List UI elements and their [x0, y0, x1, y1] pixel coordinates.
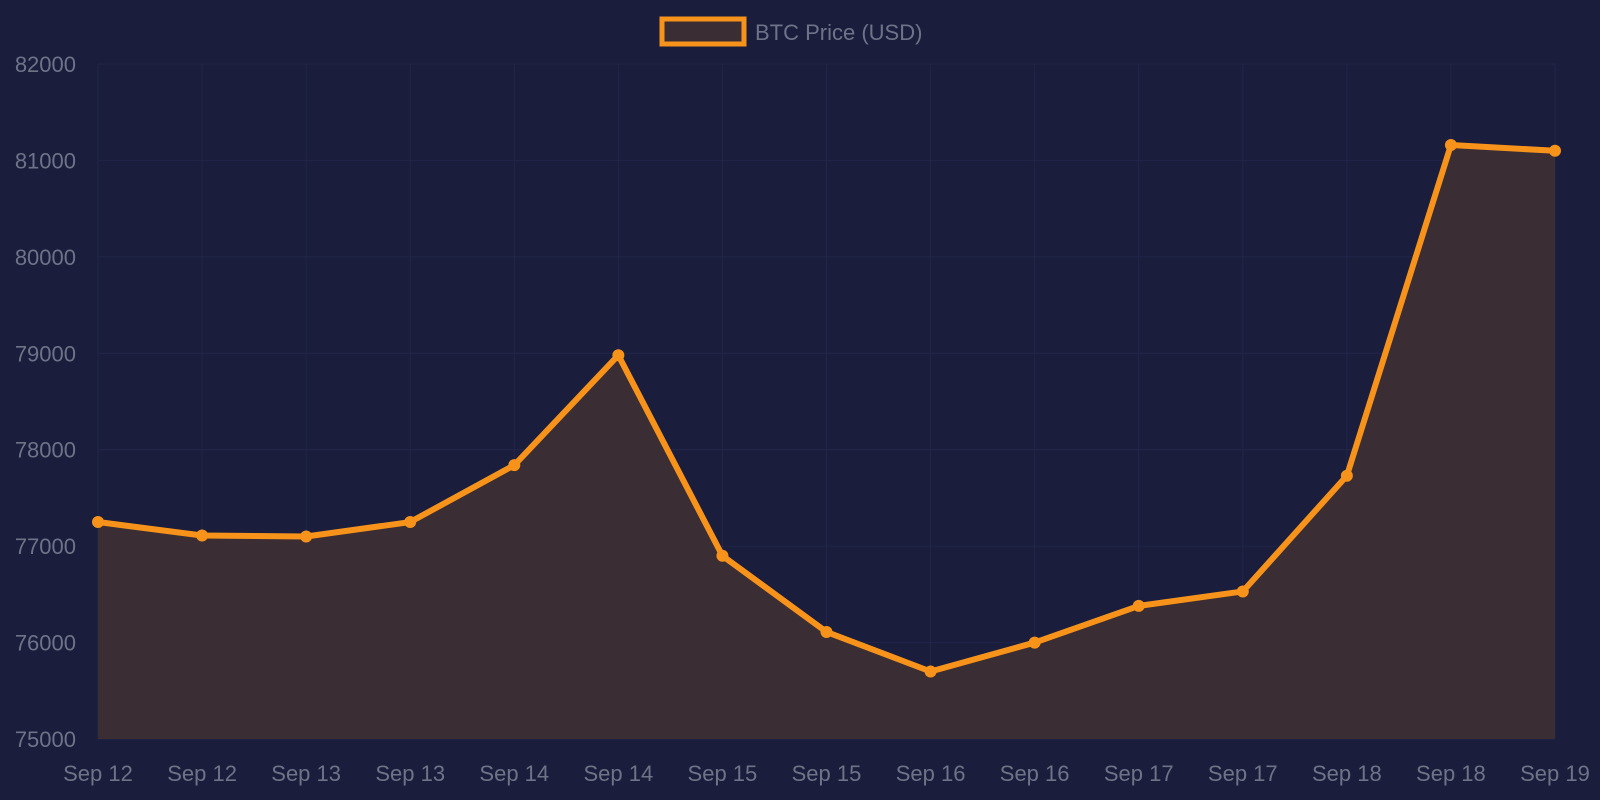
y-tick-label: 75000: [15, 727, 76, 752]
data-point[interactable]: [820, 625, 833, 638]
y-tick-label: 80000: [15, 245, 76, 270]
x-tick-label: Sep 14: [479, 761, 549, 786]
y-tick-label: 81000: [15, 148, 76, 173]
data-point[interactable]: [1549, 144, 1561, 157]
y-tick-label: 76000: [15, 631, 76, 656]
data-point[interactable]: [716, 549, 729, 562]
data-point[interactable]: [1028, 636, 1041, 649]
y-tick-label: 79000: [15, 341, 76, 366]
x-tick-label: Sep 18: [1416, 761, 1486, 786]
data-point[interactable]: [924, 665, 937, 678]
y-tick-label: 78000: [15, 438, 76, 463]
data-point[interactable]: [92, 516, 104, 529]
data-point[interactable]: [404, 516, 417, 529]
data-point[interactable]: [508, 459, 521, 472]
data-point[interactable]: [1132, 599, 1145, 612]
x-tick-label: Sep 16: [896, 761, 966, 786]
legend-label-btc-price: BTC Price (USD): [755, 20, 922, 45]
y-tick-label: 77000: [15, 534, 76, 559]
y-axis-tick-labels: 82000 81000 80000 79000 78000 77000 76000 75000: [15, 52, 76, 752]
x-axis-tick-labels: Sep 12 Sep 12 Sep 13 Sep 13 Sep 14 Sep 14 Sep …: [63, 761, 1590, 786]
x-tick-label: Sep 17: [1208, 761, 1278, 786]
x-tick-label: Sep 19: [1520, 761, 1590, 786]
x-tick-label: Sep 14: [583, 761, 653, 786]
x-tick-label: Sep 13: [375, 761, 445, 786]
data-point[interactable]: [1236, 585, 1249, 598]
x-tick-label: Sep 18: [1312, 761, 1382, 786]
area-fill: [98, 145, 1555, 739]
data-point[interactable]: [1340, 469, 1353, 482]
data-point[interactable]: [612, 349, 625, 362]
x-tick-label: Sep 15: [792, 761, 862, 786]
legend-swatch: [659, 16, 747, 47]
x-tick-label: Sep 13: [271, 761, 341, 786]
x-tick-label: Sep 17: [1104, 761, 1174, 786]
data-point[interactable]: [196, 529, 209, 542]
legend[interactable]: BTC Price (USD): [659, 16, 922, 47]
x-tick-label: Sep 12: [167, 761, 237, 786]
x-tick-label: Sep 12: [63, 761, 133, 786]
y-tick-label: 82000: [15, 52, 76, 77]
data-point[interactable]: [1444, 139, 1457, 151]
data-point[interactable]: [300, 530, 313, 543]
x-tick-label: Sep 15: [688, 761, 758, 786]
data-points: [92, 139, 1561, 678]
x-tick-label: Sep 16: [1000, 761, 1070, 786]
